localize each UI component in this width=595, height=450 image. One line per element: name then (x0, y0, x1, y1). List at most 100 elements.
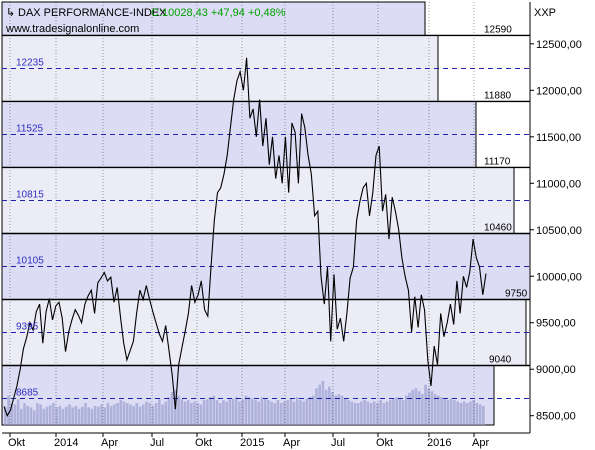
volume-bar (199, 404, 203, 425)
volume-bar (369, 403, 373, 425)
volume-bar (167, 397, 171, 425)
volume-bar (122, 401, 126, 425)
volume-bar (55, 407, 58, 425)
volume-bar (292, 401, 296, 425)
boundary-label: 11170 (484, 156, 511, 167)
volume-bar (148, 403, 151, 425)
volume-bar (295, 397, 299, 425)
volume-bar (405, 395, 408, 425)
volume-bar (29, 407, 33, 425)
volume-bar (32, 410, 36, 425)
volume-bar (356, 403, 360, 425)
volume-bar (170, 392, 174, 425)
boundary-label: 9040 (489, 355, 512, 366)
volume-bar (84, 403, 87, 425)
volume-bar (247, 397, 251, 425)
volume-bar (459, 403, 463, 425)
boundary-label: 10460 (484, 222, 512, 233)
quote-text: C:10028,43 +47,94 +0,48% (151, 7, 286, 19)
x-tick-label: 2015 (240, 437, 264, 449)
y-tick-label: 11500,00 (536, 132, 581, 144)
volume-bar (478, 404, 482, 425)
volume-bar (411, 389, 415, 425)
volume-bar (465, 403, 469, 425)
instrument-name: DAX PERFORMANCE-INDEX (18, 7, 167, 19)
x-tick-label: 2014 (54, 437, 78, 449)
volume-bar (20, 408, 23, 425)
volume-bar (157, 399, 161, 425)
volume-bar (222, 400, 225, 425)
volume-bar (482, 405, 485, 425)
volume-bar (315, 388, 318, 425)
volume-bar (135, 403, 139, 425)
volume-bar (4, 406, 7, 425)
volume-bar (427, 388, 431, 425)
volume-bar (64, 406, 68, 425)
volume-bar (225, 401, 228, 425)
volume-bar (52, 403, 55, 425)
volume-bar (215, 400, 219, 425)
midline-label: 8685 (16, 388, 39, 399)
y-tick-label: 10500,00 (536, 225, 582, 237)
volume-bar (202, 400, 206, 425)
volume-bar (183, 401, 187, 425)
volume-bar (437, 395, 440, 425)
volume-bar (251, 398, 254, 425)
volume-bar (353, 403, 357, 425)
volume-bar (279, 403, 283, 425)
volume-bar (212, 395, 216, 425)
y-tick-label: 12500,00 (536, 39, 582, 51)
midline-label: 11525 (16, 123, 44, 134)
y-tick-label: 8500,00 (536, 411, 576, 423)
midline-label: 10105 (16, 255, 44, 266)
volume-bar (254, 400, 257, 425)
x-tick-label: Apr (101, 437, 118, 449)
zone-midlines (2, 67, 530, 400)
volume-bar (344, 398, 347, 425)
volume-bar (424, 384, 427, 425)
volume-bar (430, 391, 434, 425)
volume-bar (154, 403, 158, 425)
volume-bar (363, 400, 366, 425)
volume-bar (138, 406, 142, 425)
volume-bar (77, 408, 81, 425)
volume-bar (209, 397, 212, 425)
volume-bar (331, 392, 334, 425)
volume-bar (472, 400, 475, 425)
volume-bar (350, 401, 354, 425)
volume-bar (228, 399, 232, 425)
volume-bar (145, 401, 148, 425)
volume-bar (23, 403, 26, 425)
volume-bar (398, 398, 402, 425)
volume-bar (376, 403, 379, 425)
volume-bar (270, 401, 273, 425)
zone-labels: 12235 11525 10815 10105 9395 8685 12590 11880 11… (16, 24, 528, 398)
volume-bar (244, 395, 248, 425)
volume-bar (109, 405, 113, 425)
volume-bar (372, 401, 376, 425)
midline-label: 9395 (16, 321, 39, 332)
volume-bar (42, 408, 46, 425)
volume-bar (241, 399, 244, 425)
volume-bar (385, 401, 389, 425)
volume-bar (13, 404, 17, 425)
header-arrow-icon: ↳ (6, 7, 15, 19)
volume-bar (161, 404, 164, 425)
volume-bar (103, 407, 107, 425)
volume-bar (289, 398, 293, 425)
volume-bar (116, 403, 119, 425)
volume-bar (417, 391, 421, 425)
volume-bar (45, 406, 49, 425)
volume-bar (328, 386, 331, 425)
volume-bar (379, 400, 382, 425)
volume-bar (196, 403, 200, 425)
volume-bar (260, 397, 264, 425)
y-tick-label: 11000,00 (536, 178, 581, 190)
volume-bar (286, 400, 289, 425)
volume-bar (106, 403, 110, 425)
y-tick-label: 9000,00 (536, 364, 576, 376)
volume-bar (151, 405, 155, 425)
volume-bar (16, 399, 20, 425)
x-tick-label: Jul (150, 437, 164, 449)
volume-bar (48, 405, 52, 425)
